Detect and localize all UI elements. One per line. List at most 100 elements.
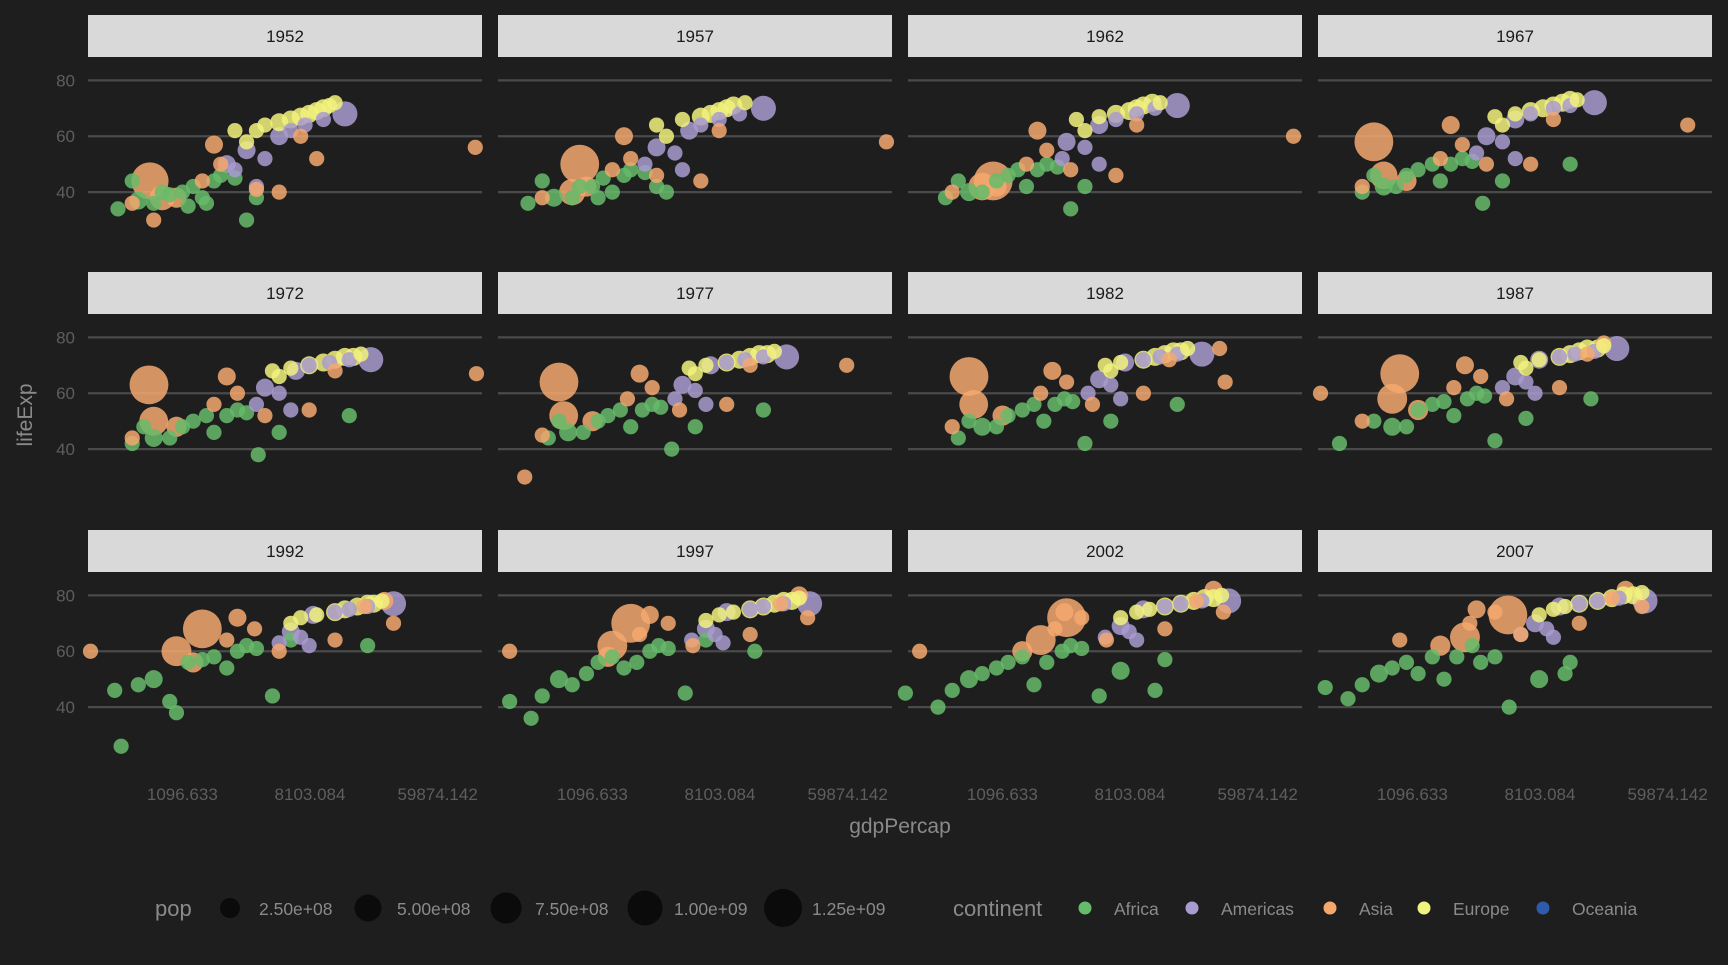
data-point — [551, 413, 567, 429]
data-point — [572, 178, 588, 195]
data-point — [1077, 139, 1093, 156]
facet-strip — [88, 530, 482, 572]
data-point — [1129, 106, 1145, 122]
data-point — [742, 357, 758, 373]
data-point — [1036, 413, 1052, 429]
data-point — [1369, 664, 1388, 683]
data-point — [647, 138, 666, 157]
data-point — [327, 632, 343, 648]
data-point — [1446, 407, 1462, 424]
data-point — [523, 710, 539, 726]
data-point — [194, 173, 210, 189]
data-point — [1518, 410, 1534, 426]
data-point — [341, 352, 357, 368]
data-point — [124, 430, 140, 446]
data-point — [255, 378, 274, 397]
data-point — [198, 407, 215, 424]
data-point — [1157, 598, 1173, 615]
facet-strip — [1318, 15, 1712, 57]
facet-strip — [88, 272, 482, 314]
size-legend-key — [627, 890, 663, 926]
data-point — [1113, 610, 1129, 626]
data-point — [356, 598, 372, 615]
data-point — [685, 638, 701, 654]
data-point — [1026, 396, 1042, 413]
data-point — [315, 111, 332, 128]
data-point — [213, 156, 229, 172]
data-point — [213, 167, 229, 183]
data-point — [1164, 92, 1190, 119]
data-point — [271, 424, 287, 440]
x-axis-title: gdpPercap — [849, 815, 951, 838]
data-point — [564, 677, 580, 693]
data-point — [578, 665, 595, 682]
facet-strip — [908, 272, 1302, 314]
data-point — [467, 139, 483, 156]
data-point — [1141, 601, 1158, 617]
data-point — [549, 670, 568, 689]
data-point — [1523, 156, 1539, 172]
data-point — [1135, 352, 1152, 368]
data-point — [238, 212, 255, 228]
data-point — [660, 640, 676, 657]
data-point — [698, 612, 714, 629]
data-point — [1084, 396, 1101, 413]
data-point — [1077, 435, 1093, 452]
data-point — [687, 419, 703, 435]
data-point — [1464, 638, 1480, 654]
data-point — [590, 190, 606, 206]
data-point — [227, 123, 243, 139]
x-tick-label: 59874.142 — [1627, 785, 1707, 804]
x-tick-label: 8103.084 — [1505, 785, 1576, 804]
data-point — [648, 167, 665, 183]
data-point — [124, 173, 140, 189]
data-point — [1590, 593, 1606, 609]
data-point — [1488, 595, 1528, 635]
data-point — [1487, 649, 1503, 665]
data-point — [604, 162, 620, 178]
data-point — [1545, 100, 1562, 116]
data-point — [206, 424, 222, 440]
data-point — [1562, 156, 1578, 172]
data-point — [1446, 380, 1462, 396]
data-point — [637, 156, 653, 172]
data-point — [1173, 596, 1189, 612]
facet-strip — [88, 15, 482, 57]
data-point — [766, 343, 782, 359]
data-point — [257, 150, 273, 167]
data-point — [1507, 106, 1523, 122]
data-point — [1340, 691, 1356, 707]
facet-strip — [908, 530, 1302, 572]
data-point — [1557, 598, 1573, 615]
data-point — [673, 375, 692, 394]
data-point — [1398, 419, 1415, 435]
data-point — [1152, 95, 1168, 111]
data-point — [1129, 117, 1145, 133]
data-point — [878, 134, 895, 150]
data-point — [246, 621, 263, 637]
data-point — [1039, 654, 1055, 671]
data-point — [1129, 604, 1145, 620]
data-point — [502, 643, 518, 659]
data-point — [1454, 137, 1470, 153]
data-point — [973, 417, 992, 436]
data-point — [1478, 156, 1495, 172]
data-point — [1583, 391, 1599, 407]
data-point — [590, 654, 606, 671]
data-point — [1000, 654, 1016, 671]
color-legend-key — [1078, 901, 1092, 915]
data-point — [1366, 413, 1382, 429]
data-point — [912, 643, 928, 659]
data-point — [1507, 150, 1523, 167]
color-legend-key — [1417, 901, 1431, 915]
data-point — [1487, 433, 1503, 449]
data-point — [517, 469, 533, 485]
facet-strip-label: 1972 — [266, 284, 304, 303]
data-point — [1108, 111, 1124, 128]
data-point — [198, 195, 215, 211]
data-point — [1217, 374, 1233, 390]
data-point — [248, 396, 265, 413]
data-point — [129, 365, 169, 405]
data-point — [1212, 340, 1228, 357]
data-point — [1473, 654, 1489, 671]
